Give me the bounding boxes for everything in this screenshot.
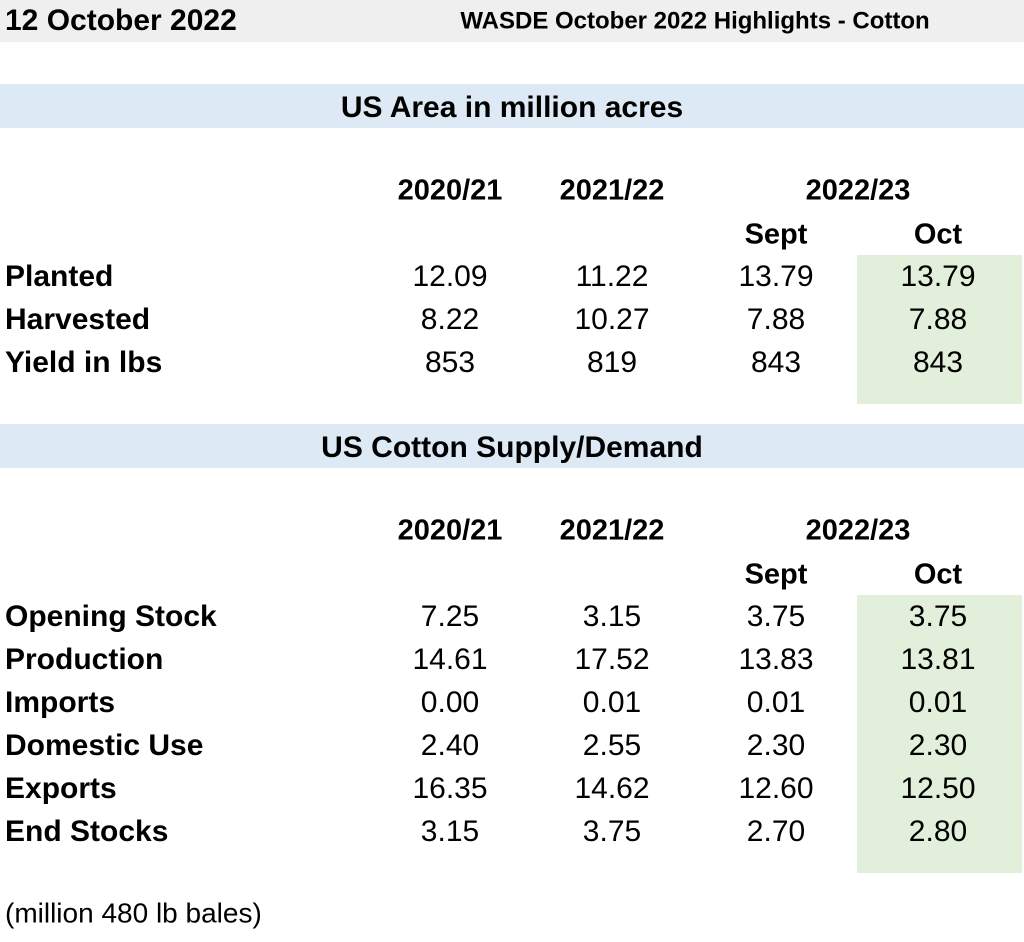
cell-value: 0.01: [747, 686, 805, 719]
cell-value: 0.01: [583, 686, 641, 719]
cell-value: 2.55: [583, 729, 641, 762]
section-title: US Area in million acres: [341, 91, 683, 124]
cell-value: 13.79: [738, 260, 813, 293]
cell-value: 13.83: [738, 643, 813, 676]
cell-value: 2.30: [747, 729, 805, 762]
row-label: Imports: [5, 686, 115, 719]
column-header: 2021/22: [560, 515, 665, 547]
cell-value: 843: [751, 346, 801, 379]
cell-value: 2.70: [747, 815, 805, 848]
header-bar: [0, 0, 1024, 42]
cell-value: 3.75: [909, 600, 967, 633]
column-header: 2022/23: [806, 515, 911, 547]
cell-value: 853: [425, 346, 475, 379]
cell-value: 14.62: [574, 772, 649, 805]
cell-value: 2.40: [421, 729, 479, 762]
cell-value: 13.81: [900, 643, 975, 676]
cell-value: 16.35: [412, 772, 487, 805]
row-label: End Stocks: [5, 815, 168, 848]
row-label: Planted: [5, 260, 113, 293]
cell-value: 7.25: [421, 600, 479, 633]
row-label: Production: [5, 643, 163, 676]
column-header: 2022/23: [806, 175, 911, 207]
column-header: 2020/21: [398, 515, 503, 547]
cell-value: 12.50: [900, 772, 975, 805]
section-title: US Cotton Supply/Demand: [321, 431, 703, 464]
section-bar: [0, 84, 1024, 128]
cell-value: 12.60: [738, 772, 813, 805]
report-date: 12 October 2022: [5, 4, 237, 37]
cell-value: 0.01: [909, 686, 967, 719]
subcolumn-header: Oct: [914, 559, 963, 591]
cell-value: 14.61: [412, 643, 487, 676]
section-bar: [0, 424, 1024, 468]
cell-value: 3.75: [583, 815, 641, 848]
cell-value: 3.15: [421, 815, 479, 848]
row-label: Harvested: [5, 303, 150, 336]
cell-value: 13.79: [900, 260, 975, 293]
row-label: Yield in lbs: [5, 346, 162, 379]
cell-value: 2.30: [909, 729, 967, 762]
cell-value: 3.15: [583, 600, 641, 633]
cell-value: 7.88: [747, 303, 805, 336]
highlight: [857, 255, 1022, 404]
subcolumn-header: Sept: [745, 559, 808, 591]
row-label: Opening Stock: [5, 600, 217, 633]
cell-value: 11.22: [576, 260, 649, 293]
highlight: [857, 595, 1022, 873]
cell-value: 8.22: [421, 303, 479, 336]
cell-value: 10.27: [574, 303, 649, 336]
cell-value: 3.75: [747, 600, 805, 633]
report-title: WASDE October 2022 Highlights - Cotton: [460, 7, 929, 34]
subcolumn-header: Sept: [745, 219, 808, 251]
footnote: (million 480 lb bales): [5, 897, 262, 928]
cell-value: 7.88: [909, 303, 967, 336]
column-header: 2021/22: [560, 175, 665, 207]
subcolumn-header: Oct: [914, 219, 963, 251]
cell-value: 17.52: [574, 643, 649, 676]
cell-value: 12.09: [412, 260, 487, 293]
cell-value: 0.00: [421, 686, 479, 719]
cell-value: 843: [913, 346, 963, 379]
row-label: Domestic Use: [5, 729, 203, 762]
cell-value: 819: [587, 346, 637, 379]
row-label: Exports: [5, 772, 117, 805]
column-header: 2020/21: [398, 175, 503, 207]
cell-value: 2.80: [909, 815, 967, 848]
